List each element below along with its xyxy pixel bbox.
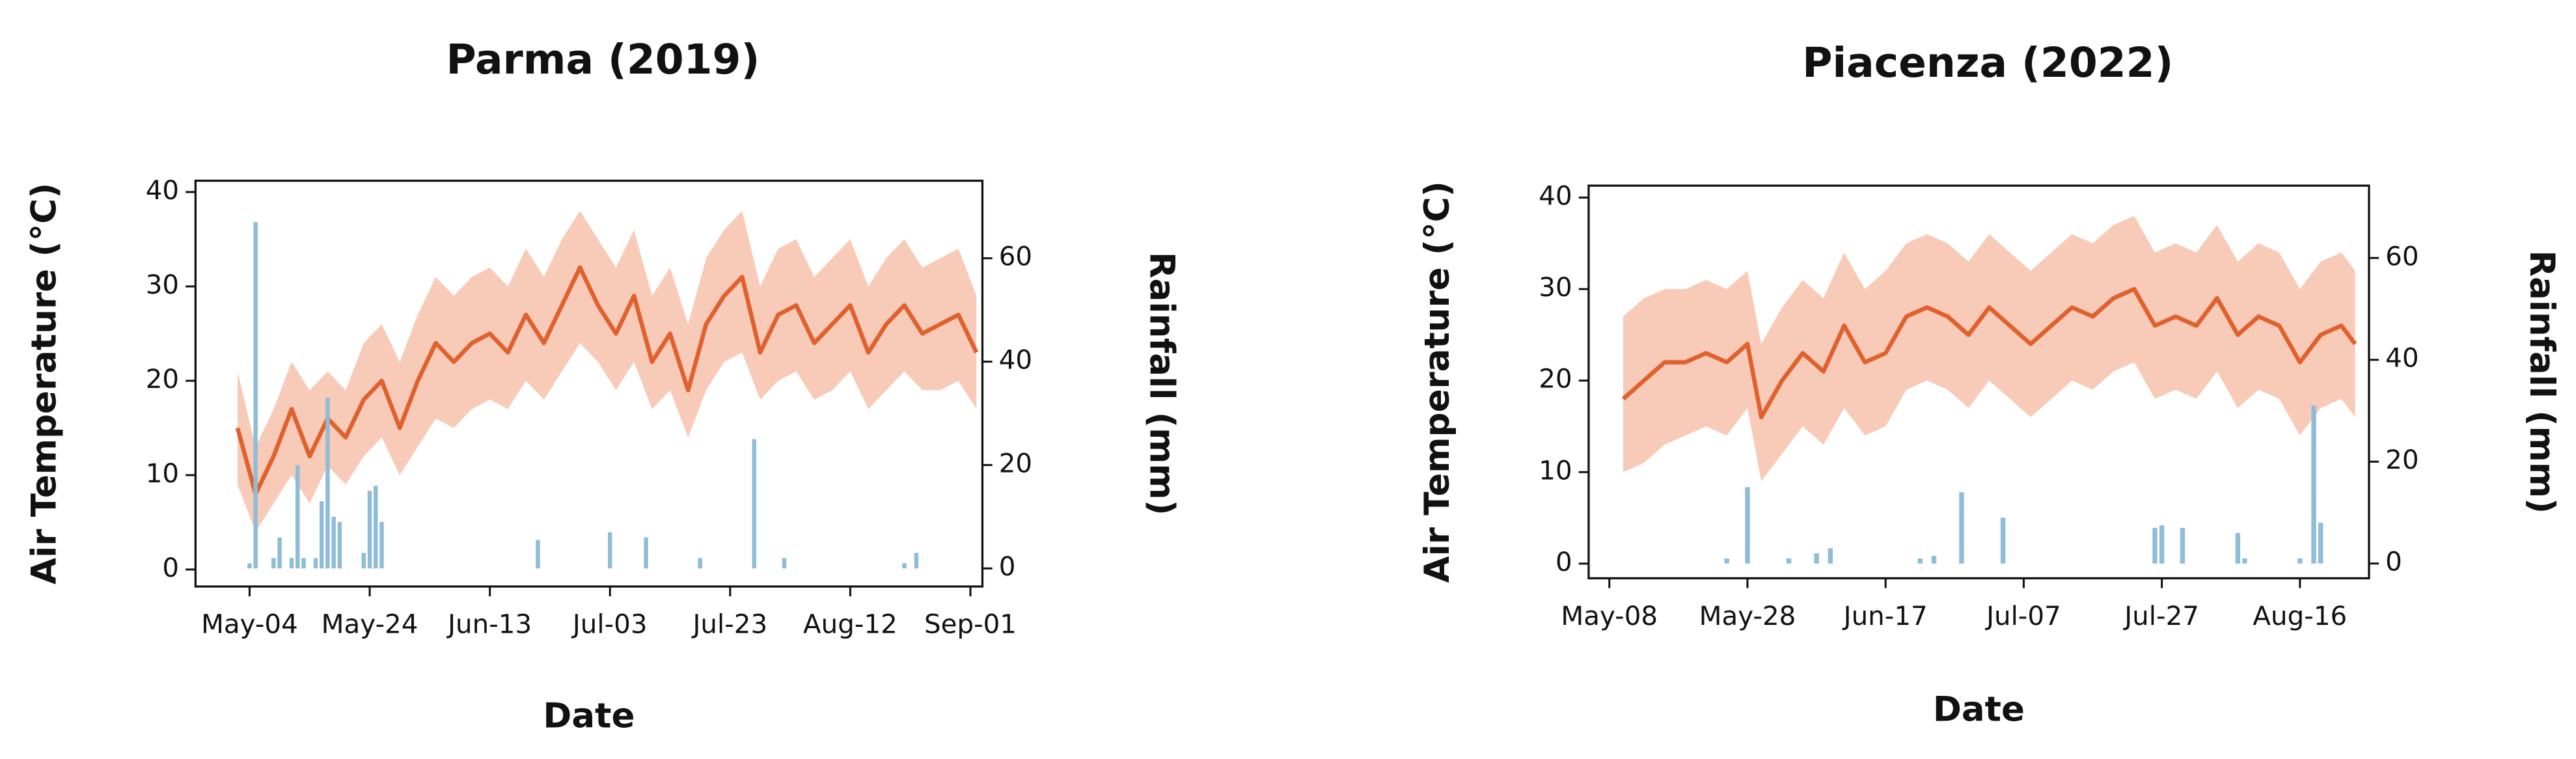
y-tick-label: 20 xyxy=(146,364,179,394)
rain-bar xyxy=(1724,558,1729,564)
rain-bar xyxy=(536,540,540,569)
rain-bar xyxy=(752,439,756,569)
temperature-line xyxy=(235,265,979,497)
y-tick-label: 10 xyxy=(146,458,179,489)
rain-bar xyxy=(2180,527,2185,564)
rain-bar xyxy=(2311,406,2316,564)
rain-bar xyxy=(2152,527,2158,564)
y2-tick-label: 0 xyxy=(2385,547,2402,577)
plot-frame xyxy=(194,179,984,588)
x-tick-label: May-24 xyxy=(322,609,418,640)
rain-bar xyxy=(2159,525,2165,564)
y2-tick-label: 60 xyxy=(999,242,1032,272)
rain-bar xyxy=(2000,518,2006,564)
rain-bar xyxy=(644,537,648,569)
y2-axis-label: Rainfall (mm) xyxy=(1142,252,1181,516)
y-tick-label: 20 xyxy=(1539,364,1572,394)
y-tick-label: 30 xyxy=(146,269,179,300)
y2-tick-label: 0 xyxy=(999,551,1016,582)
x-tick-label: May-04 xyxy=(201,609,298,640)
y-tick-label: 40 xyxy=(146,175,179,206)
plot-frame xyxy=(1587,184,2370,580)
x-tick-label: Jul-03 xyxy=(571,609,648,640)
x-axis-label: Date xyxy=(543,697,635,736)
x-tick-label: Aug-16 xyxy=(2253,601,2347,631)
rain-bar xyxy=(2242,558,2247,564)
x-tick-label: May-08 xyxy=(1561,601,1658,631)
rain-bar xyxy=(337,521,342,569)
rain-bar xyxy=(295,465,300,569)
y-tick-label: 40 xyxy=(1539,180,1572,211)
x-tick-label: Jul-23 xyxy=(691,609,767,640)
x-tick-label: Jul-27 xyxy=(2122,601,2199,631)
rain-bar xyxy=(379,521,384,569)
x-axis-label: Date xyxy=(1933,689,2025,729)
rain-bar xyxy=(914,553,919,569)
rain-bar xyxy=(367,491,372,569)
rain-bar xyxy=(277,537,282,569)
y-axis-label: Air Temperature (°C) xyxy=(24,183,64,585)
rain-bar xyxy=(325,398,330,569)
x-tick-label: Jul-07 xyxy=(1984,601,2061,631)
temperature-range xyxy=(1623,215,2355,482)
chart-title: Parma (2019) xyxy=(446,35,760,83)
rain-bar xyxy=(253,222,258,569)
rain-bar xyxy=(289,558,294,569)
rain-bar xyxy=(1745,487,1750,564)
rain-bar xyxy=(1917,558,1923,564)
rain-bar xyxy=(608,532,612,569)
rain-bar xyxy=(247,563,252,569)
rain-bar xyxy=(319,501,324,569)
y2-tick-label: 60 xyxy=(2385,241,2418,271)
rain-bar xyxy=(2297,558,2303,564)
x-tick-label: May-28 xyxy=(1699,601,1796,631)
chart: Parma (2019) Date Air Temperature (°C) Rain… xyxy=(24,35,1181,736)
temperature-range xyxy=(237,211,977,532)
y2-axis-label: Rainfall (mm) xyxy=(2522,250,2562,514)
temperature-line xyxy=(1621,286,2357,420)
y2-tick-label: 40 xyxy=(2385,343,2418,374)
rain-bar xyxy=(1786,558,1792,564)
rain-bar xyxy=(2318,523,2323,564)
chart-title: Piacenza (2022) xyxy=(1802,38,2173,87)
rain-bar xyxy=(301,558,306,569)
y2-tick-label: 20 xyxy=(999,448,1032,478)
rain-bar xyxy=(374,486,378,569)
y2-tick-label: 20 xyxy=(2385,445,2418,475)
y-tick-label: 0 xyxy=(1555,547,1572,577)
rain-bar xyxy=(1959,492,1964,564)
x-tick-label: Aug-12 xyxy=(803,609,897,640)
rain-bar xyxy=(698,558,702,569)
x-tick-label: Jun-13 xyxy=(446,609,532,640)
y-axis-label: Air Temperature (°C) xyxy=(1418,181,1457,583)
rain-bar xyxy=(361,553,366,569)
x-tick-label: Sep-01 xyxy=(924,609,1017,640)
x-tick-label: Jun-17 xyxy=(1842,601,1928,631)
y-tick-label: 30 xyxy=(1539,272,1572,303)
rain-bar xyxy=(331,516,336,569)
rain-bar xyxy=(902,563,907,569)
rain-bar xyxy=(2235,532,2241,564)
rain-bar xyxy=(1814,553,1819,564)
y-tick-label: 10 xyxy=(1539,455,1572,486)
rain-bar xyxy=(782,558,787,569)
rain-bar xyxy=(313,558,318,569)
rain-bar xyxy=(1931,555,1937,564)
rain-bar xyxy=(271,558,276,569)
y-tick-label: 0 xyxy=(162,553,179,583)
y2-tick-label: 40 xyxy=(999,345,1032,376)
rain-bar xyxy=(1828,548,1833,564)
chart: Piacenza (2022) Date Air Temperature (°C) R… xyxy=(1418,38,2562,729)
